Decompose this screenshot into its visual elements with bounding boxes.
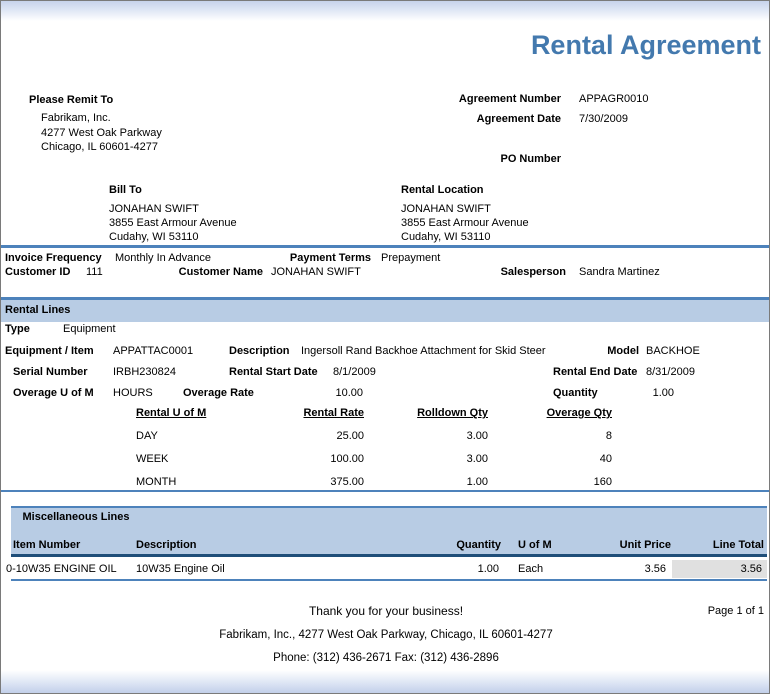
footer-address: Fabrikam, Inc., 4277 West Oak Parkway, C… — [219, 629, 553, 641]
customer-id-label: Customer ID — [5, 266, 71, 278]
top-gradient-bar — [1, 1, 769, 21]
misc-lines-section-title: Miscellaneous Lines — [22, 511, 130, 523]
rental-lines-section-title: Rental Lines — [5, 304, 71, 316]
misc-row-uom: Each — [518, 563, 544, 575]
type-value: Equipment — [63, 323, 116, 335]
model-value: BACKHOE — [646, 345, 700, 357]
misc-row-item-number: 0-10W35 ENGINE OIL — [6, 563, 117, 575]
bill-to-label: Bill To — [109, 184, 142, 196]
misc-header-uom: U of M — [518, 539, 552, 551]
rate-table-header-uom: Rental U of M — [136, 407, 207, 419]
agreement-number-value: APPAGR0010 — [579, 93, 649, 105]
misc-row-description: 10W35 Engine Oil — [136, 563, 225, 575]
rental-end-date-value: 8/31/2009 — [646, 366, 695, 378]
bill-to-line: JONAHAN SWIFT — [109, 203, 199, 215]
rate-row-rate: 375.00 — [330, 476, 364, 488]
rate-row-rolldown: 1.00 — [466, 476, 488, 488]
header-divider-rule — [1, 245, 769, 248]
agreement-date-value: 7/30/2009 — [579, 113, 628, 125]
misc-header-quantity: Quantity — [456, 539, 501, 551]
rental-location-line: 3855 East Armour Avenue — [401, 217, 529, 229]
rate-row-rate: 100.00 — [330, 453, 364, 465]
description-label: Description — [229, 345, 290, 357]
salesperson-label: Salesperson — [500, 266, 566, 278]
description-value: Ingersoll Rand Backhoe Attachment for Sk… — [301, 345, 546, 357]
rental-location-line: Cudahy, WI 53110 — [401, 231, 491, 243]
rate-table-header-rolldown: Rolldown Qty — [417, 407, 488, 419]
invoice-frequency-label: Invoice Frequency — [5, 252, 102, 264]
rental-lines-section-band: Rental Lines — [1, 297, 769, 322]
overage-rate-value: 10.00 — [335, 387, 363, 399]
remit-line: Fabrikam, Inc. — [41, 112, 111, 124]
customer-id-value: 111 — [86, 266, 103, 278]
rate-row-overage: 160 — [593, 476, 612, 488]
rate-table-header-rate: Rental Rate — [303, 407, 364, 419]
rental-start-date-label: Rental Start Date — [229, 366, 318, 378]
misc-header-item-number: Item Number — [13, 539, 81, 551]
rental-location-label: Rental Location — [401, 184, 484, 196]
rate-row-uom: WEEK — [136, 453, 169, 465]
overage-uom-label: Overage U of M — [13, 387, 94, 399]
rate-row-uom: DAY — [136, 430, 158, 442]
remit-to-label: Please Remit To — [29, 94, 114, 106]
equipment-item-label: Equipment / Item — [5, 345, 94, 357]
customer-name-value: JONAHAN SWIFT — [271, 266, 361, 278]
misc-row-quantity: 1.00 — [477, 563, 499, 575]
rate-row-rolldown: 3.00 — [466, 430, 488, 442]
type-label: Type — [5, 323, 30, 335]
serial-number-value: IRBH230824 — [113, 366, 176, 378]
serial-number-label: Serial Number — [13, 366, 88, 378]
rental-end-date-label: Rental End Date — [553, 366, 638, 378]
bill-to-line: 3855 East Armour Avenue — [109, 217, 237, 229]
footer-page-number: Page 1 of 1 — [707, 605, 764, 617]
bill-to-line: Cudahy, WI 53110 — [109, 231, 199, 243]
rate-table-header-overage: Overage Qty — [546, 407, 612, 419]
invoice-frequency-value: Monthly In Advance — [115, 252, 212, 264]
model-label: Model — [607, 345, 639, 357]
salesperson-value: Sandra Martinez — [579, 266, 660, 278]
line-total-cell: 3.56 — [672, 560, 767, 578]
footer-thanks: Thank you for your business! — [308, 604, 464, 618]
customer-name-label: Customer Name — [178, 266, 263, 278]
payment-terms-value: Prepayment — [381, 252, 441, 264]
agreement-date-label: Agreement Date — [476, 113, 561, 125]
rate-row-overage: 40 — [599, 453, 612, 465]
footer-phone-fax: Phone: (312) 436-2671 Fax: (312) 436-289… — [273, 652, 499, 664]
misc-row-unit-price: 3.56 — [644, 563, 666, 575]
rate-row-overage: 8 — [605, 430, 612, 442]
equipment-item-value: APPATTAC0001 — [113, 345, 194, 357]
rental-location-line: JONAHAN SWIFT — [401, 203, 491, 215]
misc-header-description: Description — [136, 539, 197, 551]
misc-lines-section-band: Miscellaneous Lines Item Number Descript… — [11, 506, 767, 557]
rate-row-rolldown: 3.00 — [466, 453, 488, 465]
rate-row-rate: 25.00 — [336, 430, 364, 442]
page-title: Rental Agreement — [530, 30, 761, 60]
bottom-gradient-bar — [1, 670, 769, 693]
quantity-label: Quantity — [553, 387, 598, 399]
payment-terms-label: Payment Terms — [289, 252, 371, 264]
remit-line: Chicago, IL 60601-4277 — [41, 141, 159, 153]
agreement-number-label: Agreement Number — [458, 93, 561, 105]
misc-lines-bottom-rule — [11, 579, 767, 581]
po-number-label: PO Number — [500, 153, 561, 165]
misc-header-line-total: Line Total — [712, 539, 764, 551]
remit-line: 4277 West Oak Parkway — [41, 127, 162, 139]
misc-header-unit-price: Unit Price — [619, 539, 671, 551]
quantity-value: 1.00 — [652, 387, 674, 399]
rate-row-uom: MONTH — [136, 476, 177, 488]
rental-lines-bottom-rule — [1, 490, 769, 492]
rental-start-date-value: 8/1/2009 — [333, 366, 376, 378]
overage-rate-label: Overage Rate — [183, 387, 254, 399]
overage-uom-value: HOURS — [113, 387, 153, 399]
